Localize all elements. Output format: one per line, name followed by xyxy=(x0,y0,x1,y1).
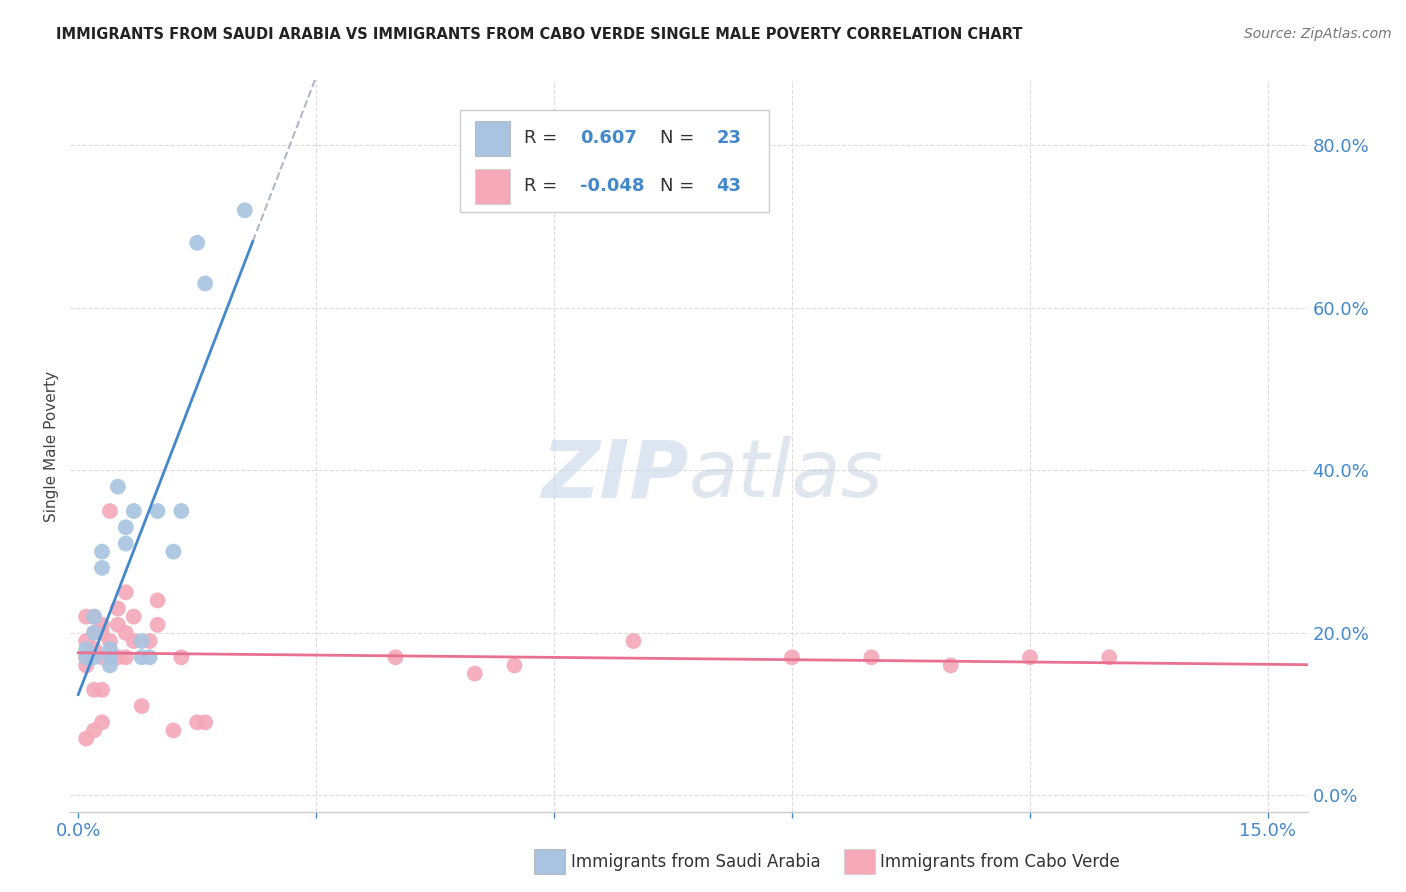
Text: ZIP: ZIP xyxy=(541,436,689,515)
Text: Immigrants from Cabo Verde: Immigrants from Cabo Verde xyxy=(880,853,1121,871)
Point xyxy=(233,203,256,218)
Point xyxy=(83,609,105,624)
Point xyxy=(98,650,121,665)
Point xyxy=(503,658,526,673)
Point xyxy=(186,715,208,730)
Point xyxy=(1019,650,1042,665)
Point xyxy=(91,626,114,640)
Point xyxy=(186,235,208,250)
Point xyxy=(91,650,114,665)
Bar xyxy=(475,169,509,204)
Point xyxy=(114,585,136,599)
Point xyxy=(83,626,105,640)
Point xyxy=(194,715,217,730)
Point xyxy=(98,650,121,665)
Point xyxy=(98,504,121,518)
Text: IMMIGRANTS FROM SAUDI ARABIA VS IMMIGRANTS FROM CABO VERDE SINGLE MALE POVERTY C: IMMIGRANTS FROM SAUDI ARABIA VS IMMIGRAN… xyxy=(56,27,1022,42)
Point xyxy=(170,504,193,518)
Point xyxy=(91,617,114,632)
Point xyxy=(138,650,160,665)
Text: atlas: atlas xyxy=(689,436,884,515)
Point xyxy=(162,544,184,558)
Point xyxy=(91,715,114,730)
Point xyxy=(939,658,962,673)
Point xyxy=(107,650,129,665)
Point xyxy=(122,504,145,518)
Text: 43: 43 xyxy=(716,178,741,195)
Point xyxy=(75,634,97,648)
Point xyxy=(83,723,105,738)
Text: R =: R = xyxy=(524,129,564,147)
Text: N =: N = xyxy=(661,129,700,147)
Text: N =: N = xyxy=(661,178,700,195)
Point xyxy=(146,617,169,632)
Point xyxy=(122,634,145,648)
Point xyxy=(91,544,114,558)
Point xyxy=(170,650,193,665)
Point xyxy=(75,650,97,665)
Point xyxy=(75,609,97,624)
Point xyxy=(162,723,184,738)
Point xyxy=(384,650,406,665)
Point xyxy=(75,642,97,657)
Point xyxy=(623,634,645,648)
Point xyxy=(83,626,105,640)
Point xyxy=(75,731,97,746)
Point xyxy=(146,593,169,607)
Point xyxy=(83,650,105,665)
Point xyxy=(114,626,136,640)
Point xyxy=(131,699,153,714)
Point xyxy=(122,609,145,624)
Point xyxy=(91,561,114,575)
Point xyxy=(91,682,114,697)
Point xyxy=(83,609,105,624)
Point xyxy=(138,634,160,648)
Point xyxy=(75,650,97,665)
Point xyxy=(114,650,136,665)
Text: 0.607: 0.607 xyxy=(581,129,637,147)
Point xyxy=(83,682,105,697)
Point xyxy=(107,617,129,632)
Text: -0.048: -0.048 xyxy=(581,178,644,195)
Point xyxy=(75,658,97,673)
Point xyxy=(98,634,121,648)
Point xyxy=(146,504,169,518)
Point xyxy=(780,650,803,665)
Point xyxy=(114,536,136,550)
Point xyxy=(107,480,129,494)
Y-axis label: Single Male Poverty: Single Male Poverty xyxy=(44,370,59,522)
Point xyxy=(98,658,121,673)
Point xyxy=(464,666,486,681)
Point xyxy=(83,642,105,657)
Text: Source: ZipAtlas.com: Source: ZipAtlas.com xyxy=(1244,27,1392,41)
Point xyxy=(860,650,883,665)
Text: 23: 23 xyxy=(716,129,741,147)
Point xyxy=(1098,650,1121,665)
Point xyxy=(98,642,121,657)
Bar xyxy=(475,120,509,156)
Point xyxy=(194,277,217,291)
Point xyxy=(131,634,153,648)
Point xyxy=(107,601,129,615)
Point xyxy=(131,650,153,665)
FancyBboxPatch shape xyxy=(460,110,769,212)
Text: R =: R = xyxy=(524,178,564,195)
Point xyxy=(114,520,136,534)
Text: Immigrants from Saudi Arabia: Immigrants from Saudi Arabia xyxy=(571,853,821,871)
